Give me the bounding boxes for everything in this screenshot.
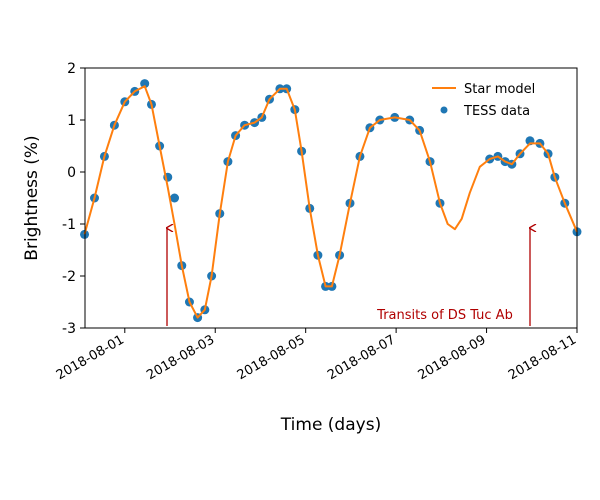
x-tick-label: 2018-08-03 — [144, 332, 217, 383]
axes-frame — [84, 67, 578, 329]
y-tick-label: 2 — [67, 61, 76, 77]
y-tick-label: 0 — [67, 165, 76, 181]
x-tick-label: 2018-08-07 — [325, 332, 398, 383]
x-tick-label: 2018-08-01 — [54, 332, 127, 383]
x-tick-label: 2018-08-05 — [235, 332, 308, 383]
y-tick-label: -2 — [62, 269, 76, 285]
y-tick-label: -3 — [62, 321, 76, 337]
y-tick-label: -1 — [62, 217, 76, 233]
x-tick-label: 2018-08-11 — [506, 332, 579, 383]
x-tick-label: 2018-08-09 — [416, 332, 489, 383]
plot-area — [80, 79, 582, 323]
x-axis-label: Time (days) — [280, 415, 381, 435]
y-tick-label: 1 — [67, 113, 76, 129]
legend-swatch — [440, 106, 448, 114]
data-point — [140, 79, 150, 89]
model-line — [83, 85, 578, 319]
annotation: Transits of DS Tuc Ab — [376, 308, 513, 323]
data-point — [170, 193, 180, 203]
legend-label: Star model — [464, 82, 535, 97]
y-axis-label: Brightness (%) — [22, 135, 42, 260]
legend-label: TESS data — [463, 104, 530, 119]
